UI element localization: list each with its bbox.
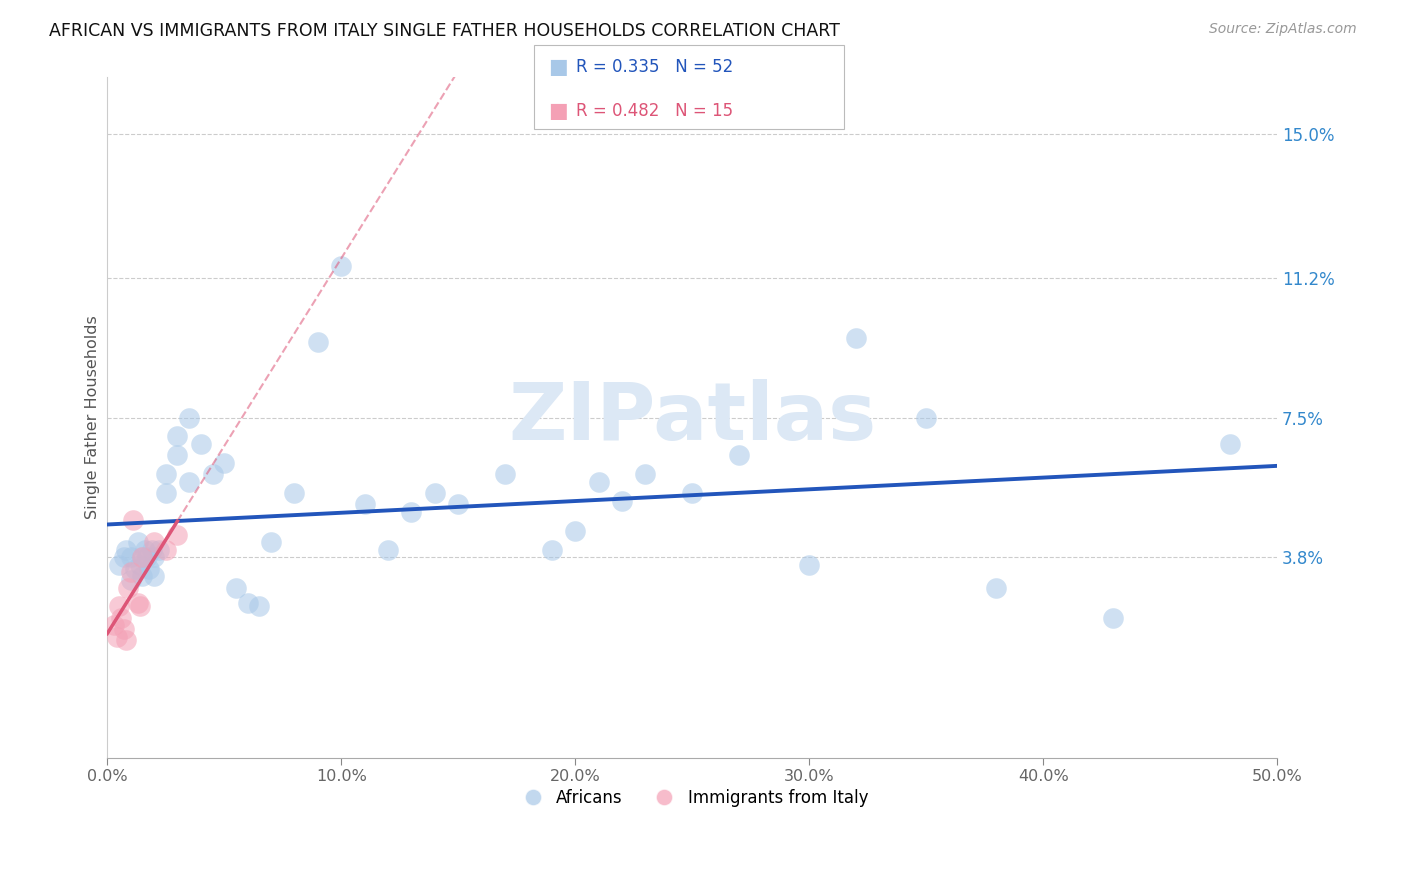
Point bbox=[143, 535, 166, 549]
Point bbox=[166, 527, 188, 541]
Point bbox=[131, 569, 153, 583]
Point bbox=[247, 599, 270, 614]
Point bbox=[124, 562, 146, 576]
Point bbox=[136, 550, 159, 565]
Point bbox=[108, 558, 131, 572]
Point bbox=[225, 581, 247, 595]
Legend: Africans, Immigrants from Italy: Africans, Immigrants from Italy bbox=[509, 782, 875, 814]
Point bbox=[260, 535, 283, 549]
Point bbox=[610, 493, 633, 508]
Point bbox=[447, 498, 470, 512]
Point bbox=[155, 467, 177, 482]
Point bbox=[117, 581, 139, 595]
Point bbox=[143, 569, 166, 583]
Text: ■: ■ bbox=[548, 102, 568, 121]
Y-axis label: Single Father Households: Single Father Households bbox=[86, 316, 100, 519]
Point bbox=[138, 562, 160, 576]
Text: AFRICAN VS IMMIGRANTS FROM ITALY SINGLE FATHER HOUSEHOLDS CORRELATION CHART: AFRICAN VS IMMIGRANTS FROM ITALY SINGLE … bbox=[49, 22, 841, 40]
Point bbox=[131, 550, 153, 565]
Point bbox=[120, 573, 142, 587]
Point bbox=[212, 456, 235, 470]
Point bbox=[141, 542, 163, 557]
Point bbox=[681, 486, 703, 500]
Point bbox=[148, 542, 170, 557]
Point bbox=[494, 467, 516, 482]
Point bbox=[103, 618, 125, 632]
Point bbox=[115, 633, 138, 648]
Text: R = 0.482   N = 15: R = 0.482 N = 15 bbox=[576, 103, 734, 120]
Point bbox=[564, 524, 586, 538]
Point bbox=[799, 558, 821, 572]
Point bbox=[540, 542, 562, 557]
Point bbox=[377, 542, 399, 557]
Point bbox=[127, 535, 149, 549]
Point bbox=[307, 334, 329, 349]
Text: ZIPatlas: ZIPatlas bbox=[508, 378, 876, 457]
Point bbox=[283, 486, 305, 500]
Point bbox=[166, 429, 188, 443]
Point bbox=[401, 505, 423, 519]
Point bbox=[155, 486, 177, 500]
Point bbox=[112, 622, 135, 636]
Text: ■: ■ bbox=[548, 57, 568, 77]
Point bbox=[728, 448, 751, 462]
Point bbox=[134, 542, 156, 557]
Point bbox=[588, 475, 610, 489]
Point bbox=[155, 542, 177, 557]
Point bbox=[423, 486, 446, 500]
Point bbox=[166, 448, 188, 462]
Point bbox=[179, 475, 201, 489]
Point bbox=[127, 596, 149, 610]
Point bbox=[915, 410, 938, 425]
Point bbox=[108, 599, 131, 614]
Point bbox=[110, 611, 132, 625]
Point bbox=[129, 599, 152, 614]
Point bbox=[190, 437, 212, 451]
Point bbox=[122, 512, 145, 526]
Point bbox=[1219, 437, 1241, 451]
Point bbox=[112, 550, 135, 565]
Point bbox=[131, 550, 153, 565]
Point bbox=[105, 630, 128, 644]
Point bbox=[236, 596, 259, 610]
Point bbox=[201, 467, 224, 482]
Point bbox=[179, 410, 201, 425]
Point bbox=[330, 260, 353, 274]
Text: R = 0.335   N = 52: R = 0.335 N = 52 bbox=[576, 58, 734, 76]
Point bbox=[986, 581, 1008, 595]
Point bbox=[120, 550, 142, 565]
Point bbox=[634, 467, 657, 482]
Point bbox=[129, 558, 152, 572]
Point bbox=[120, 566, 142, 580]
Point bbox=[143, 550, 166, 565]
Point bbox=[115, 542, 138, 557]
Point bbox=[1102, 611, 1125, 625]
Point bbox=[353, 498, 375, 512]
Point bbox=[845, 331, 868, 345]
Text: Source: ZipAtlas.com: Source: ZipAtlas.com bbox=[1209, 22, 1357, 37]
